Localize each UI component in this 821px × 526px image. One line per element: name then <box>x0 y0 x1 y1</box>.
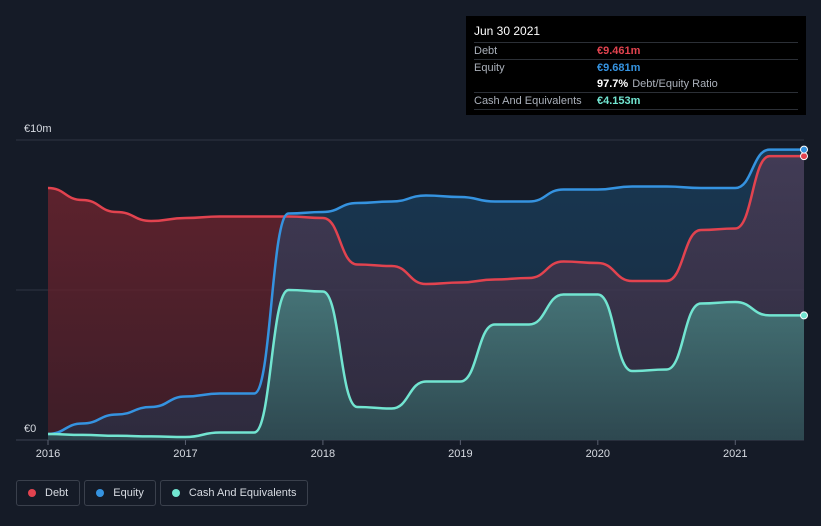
tooltip-date: Jun 30 2021 <box>474 23 798 43</box>
y-tick-label: €10m <box>24 123 52 135</box>
cash-area <box>48 290 804 440</box>
cash-dot-icon <box>171 489 180 497</box>
cash-line <box>47 288 804 439</box>
tooltip-row-debt: Debt €9.461m <box>474 43 798 60</box>
legend-label: Debt <box>45 487 69 499</box>
debt-line <box>47 154 804 286</box>
tooltip-ratio-label: Debt/Equity Ratio <box>632 78 718 90</box>
x-tick-label: 2017 <box>173 448 197 460</box>
tooltip-row-ratio: 97.7% Debt/Equity Ratio <box>474 76 798 93</box>
legend-label: Cash And Equivalents <box>188 487 297 499</box>
tooltip-value: €9.461m <box>597 45 641 57</box>
x-tick-label: 2020 <box>586 448 610 460</box>
tooltip-row-equity: Equity €9.681m <box>474 60 798 76</box>
equity-dot-icon <box>96 489 105 497</box>
x-tick-label: 2019 <box>448 448 472 460</box>
legend-label: Equity <box>113 487 144 499</box>
cash-end-marker <box>800 311 808 320</box>
debt-end-marker <box>800 152 808 161</box>
tooltip-value: €9.681m <box>597 62 641 74</box>
legend-item-debt[interactable]: Debt <box>16 480 81 506</box>
x-tick-label: 2018 <box>311 448 335 460</box>
x-tick-label: 2016 <box>36 448 60 460</box>
legend-item-equity[interactable]: Equity <box>84 480 156 506</box>
tooltip-label <box>474 76 597 92</box>
x-tick-label: 2021 <box>723 448 747 460</box>
legend-item-cash[interactable]: Cash And Equivalents <box>159 480 309 506</box>
debt-dot-icon <box>28 489 36 497</box>
tooltip-value: €4.153m <box>597 95 641 107</box>
tooltip-row-cash: Cash And Equivalents €4.153m <box>474 93 798 110</box>
y-tick-label: €0 <box>24 423 36 435</box>
tooltip-panel: Jun 30 2021 Debt €9.461m Equity €9.681m … <box>466 16 806 115</box>
equity-end-marker <box>800 145 808 154</box>
equity-line <box>47 148 804 436</box>
tooltip-label: Debt <box>474 45 498 57</box>
tooltip-label: Cash And Equivalents <box>474 95 582 107</box>
tooltip-label: Equity <box>474 62 505 74</box>
tooltip-value: 97.7% <box>597 78 629 90</box>
legend: Debt Equity Cash And Equivalents <box>16 480 309 506</box>
